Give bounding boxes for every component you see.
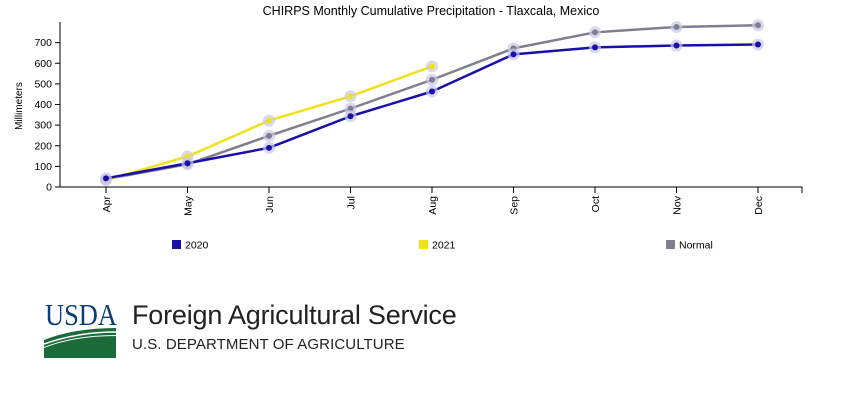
chart-axes: 0 100 200 300 400 500 600 700 Apr May Jun Jul Aug Sep… [34,22,803,216]
usda-logo-text: USDA [45,298,118,332]
data-point-2020 [429,88,435,95]
data-point-normal [755,22,761,29]
data-point-2020 [673,42,680,49]
y-tick-label: 600 [34,58,52,70]
data-point-2020 [755,41,761,48]
chart-legend: 2020 2021 Normal [172,240,713,252]
department-name: U.S. DEPARTMENT OF AGRICULTURE [132,336,405,353]
data-point-normal [673,23,680,30]
data-point-2021 [429,63,435,70]
x-tick-label: Jul [346,196,358,209]
y-tick-label: 500 [34,78,52,90]
data-point-normal [592,29,598,36]
x-tick-label: Aug [427,196,439,215]
data-point-2020 [347,113,354,120]
y-tick-label: 300 [34,120,52,132]
x-tick-label: Nov [672,195,684,214]
y-tick-label: 400 [34,99,52,111]
data-point-2020 [592,44,598,51]
x-tick-label: May [183,195,195,216]
data-point-normal [266,132,272,139]
x-tick-label: Jun [264,196,276,213]
legend-label-2021: 2021 [432,240,456,252]
data-point-2020 [184,160,191,167]
legend-swatch-2021 [419,240,428,249]
legend-swatch-normal [666,240,675,249]
chart-title: CHIRPS Monthly Cumulative Precipitation … [263,4,600,18]
x-tick-label: Apr [101,196,113,213]
y-tick-label: 100 [34,161,52,173]
y-tick-label: 200 [34,140,52,152]
data-point-normal [347,105,354,112]
agency-name: Foreign Agricultural Service [132,300,457,330]
legend-label-normal: Normal [679,240,713,252]
x-tick-label: Oct [590,196,602,212]
legend-swatch-2020 [172,240,181,249]
chart-series [100,19,764,187]
y-tick-label: 700 [34,37,52,49]
data-point-2020 [266,144,272,151]
y-axis-label: Millimeters [14,82,25,130]
data-point-2021 [266,117,272,124]
legend-label-2020: 2020 [185,240,209,252]
usda-fas-footer: USDA Foreign Agricultural Service U.S. D… [44,298,464,360]
data-point-2021 [347,93,354,100]
x-tick-label: Dec [753,196,765,215]
precipitation-chart: CHIRPS Monthly Cumulative Precipitation … [14,4,803,252]
data-point-normal [429,76,435,83]
usda-logo: USDA [44,298,118,358]
x-tick-label: Sep [509,196,521,215]
series-line-normal [105,24,759,181]
data-point-2020 [103,175,109,182]
data-point-2020 [510,51,517,58]
y-tick-label: 0 [46,182,52,194]
